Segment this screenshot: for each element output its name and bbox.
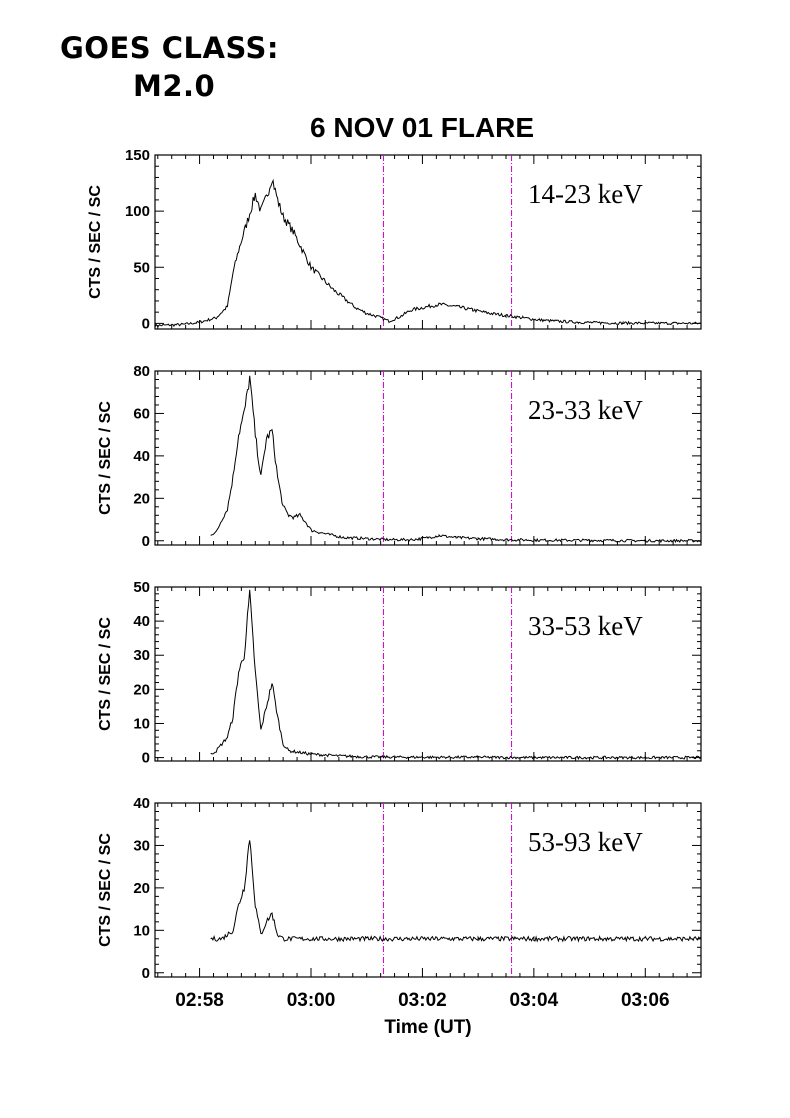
energy-band-label: 23-33 keV: [528, 395, 643, 425]
y-tick-label: 0: [142, 533, 150, 550]
energy-band-label: 14-23 keV: [528, 179, 643, 209]
y-tick-label: 0: [142, 965, 150, 982]
panel-frame: [154, 370, 702, 546]
y-tick-label: 40: [133, 613, 150, 630]
chart-title: 6 NOV 01 FLARE: [310, 112, 535, 143]
y-axis-title: CTS / SEC / SC: [87, 185, 104, 299]
y-tick-label: 80: [133, 363, 150, 380]
panel-frame: [154, 586, 702, 762]
count-rate-series: [154, 178, 702, 328]
energy-band-label: 33-53 keV: [528, 611, 643, 641]
count-rate-series: [210, 375, 702, 544]
y-tick-label: 40: [133, 448, 150, 465]
x-tick-label: 03:04: [510, 990, 559, 1011]
x-axis-title: Time (UT): [384, 1017, 471, 1038]
y-tick-label: 30: [133, 647, 150, 664]
y-tick-label: 20: [133, 490, 150, 507]
y-tick-label: 150: [125, 147, 150, 164]
count-rate-series: [210, 589, 702, 761]
panel-frame: [154, 154, 702, 330]
x-tick-label: 03:06: [621, 990, 670, 1011]
x-tick-label: 02:58: [175, 990, 224, 1011]
y-tick-label: 40: [133, 795, 150, 812]
y-tick-label: 0: [142, 750, 150, 767]
y-tick-label: 20: [133, 880, 150, 897]
y-tick-label: 50: [133, 579, 150, 596]
y-tick-label: 50: [133, 259, 150, 276]
y-axis-title: CTS / SEC / SC: [97, 401, 114, 515]
y-tick-label: 60: [133, 405, 150, 422]
y-tick-label: 100: [125, 203, 150, 220]
goes-class-value: M2.0: [133, 69, 216, 103]
panel-frame: [154, 802, 702, 978]
y-tick-label: 10: [133, 922, 150, 939]
y-tick-label: 0: [142, 315, 150, 332]
y-axis-title: CTS / SEC / SC: [97, 617, 114, 731]
x-tick-label: 03:02: [398, 990, 447, 1011]
x-tick-label: 03:00: [287, 990, 336, 1011]
y-tick-label: 20: [133, 681, 150, 698]
count-rate-series: [210, 840, 702, 943]
energy-band-label: 53-93 keV: [528, 827, 643, 857]
y-tick-label: 10: [133, 715, 150, 732]
goes-class-heading: GOES CLASS:: [60, 31, 280, 65]
y-tick-label: 30: [133, 837, 150, 854]
y-axis-title: CTS / SEC / SC: [97, 833, 114, 947]
